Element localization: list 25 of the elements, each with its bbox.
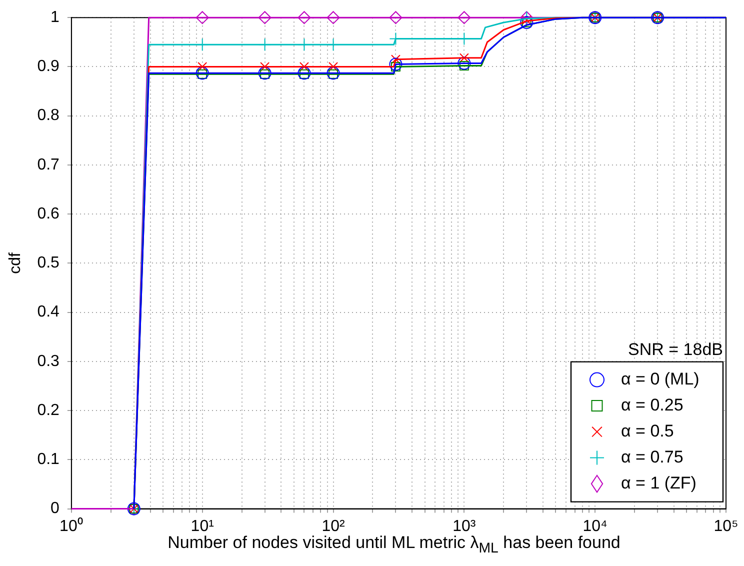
y-tick-label: 0.7 — [37, 156, 60, 174]
x-tick-label: 10⁰ — [60, 516, 84, 535]
x-tick-label: 10¹ — [190, 518, 214, 535]
legend-label: α = 0.25 — [621, 395, 684, 414]
y-tick-label: 1 — [50, 9, 60, 26]
y-tick-label: 0.6 — [37, 205, 60, 222]
x-tick-label: 10² — [322, 518, 346, 535]
y-tick-label: 0.3 — [37, 352, 60, 370]
legend-label: α = 0.5 — [621, 421, 674, 440]
y-tick-label: 0.1 — [37, 451, 60, 468]
y-tick-label: 0.5 — [37, 254, 60, 272]
x-axis-title: Number of nodes visited until ML metric λ$_{ML}$ has been found — [166, 533, 622, 556]
y-tick-label: 0 — [50, 500, 60, 518]
legend-label: α = 0.75 — [621, 447, 684, 466]
y-tick-label: 0.2 — [37, 402, 60, 419]
legend-title: SNR = 18dB — [628, 340, 723, 359]
y-tick-label: 0.8 — [37, 107, 60, 124]
y-tick-label: 0.4 — [37, 304, 60, 321]
y-tick-label: 0.9 — [37, 58, 60, 76]
legend-label: α = 0 (ML) — [621, 369, 700, 388]
x-tick-label: 10⁴ — [582, 518, 608, 535]
y-axis-title: cdf — [7, 252, 24, 274]
legend-label: α = 1 (ZF) — [621, 473, 696, 492]
x-tick-label: 10³ — [452, 518, 476, 535]
x-tick-label: 10⁵ — [714, 518, 738, 535]
